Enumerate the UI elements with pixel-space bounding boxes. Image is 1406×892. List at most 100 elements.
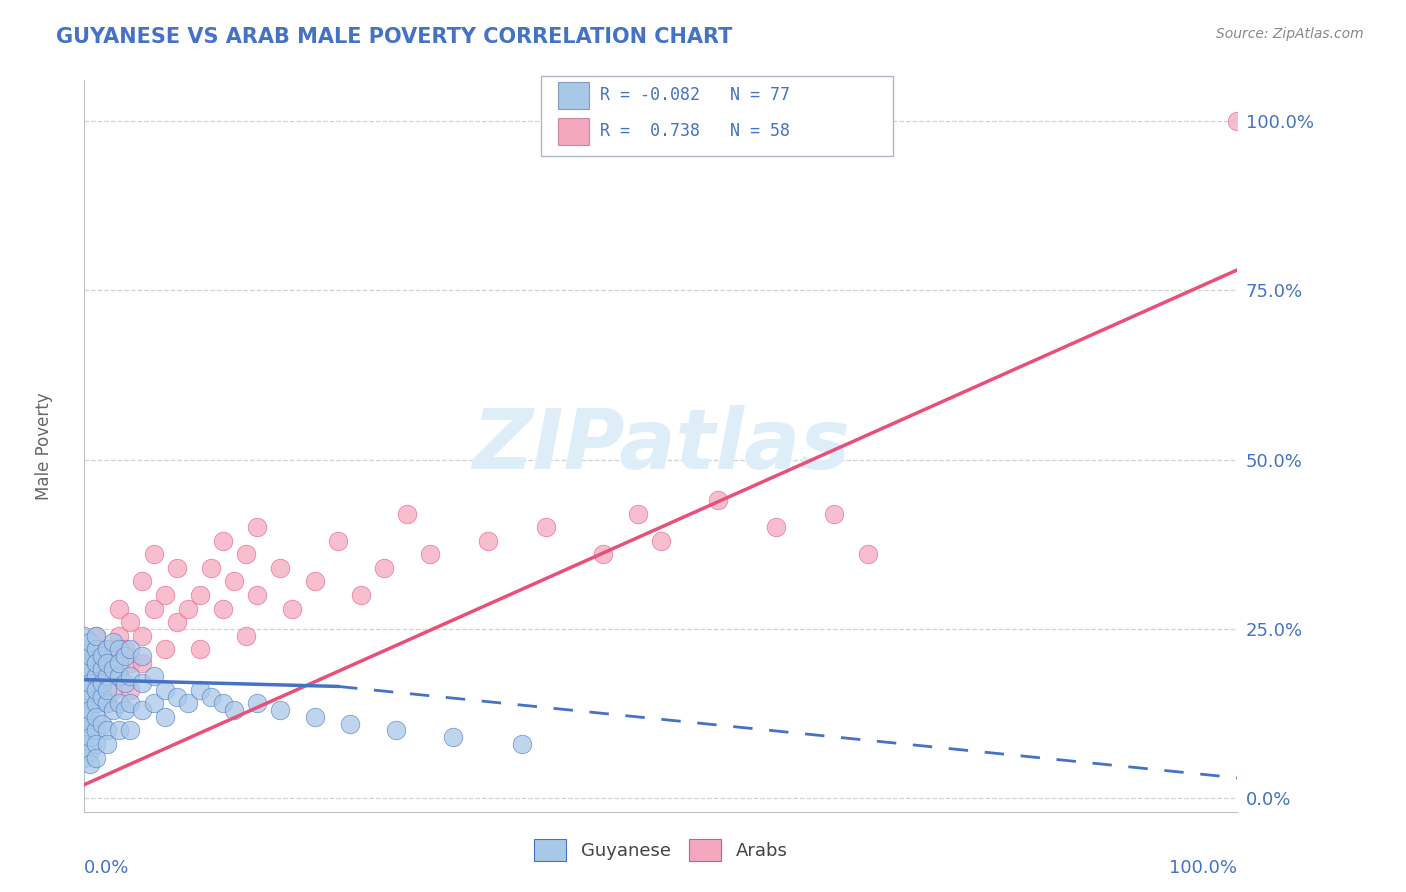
Point [90, 682, 112, 697]
Point [96, 737, 118, 751]
Point [108, 629, 131, 643]
Point [79, 676, 101, 690]
Point [131, 648, 153, 663]
Point [108, 697, 131, 711]
Point [73, 669, 96, 683]
Point [131, 629, 153, 643]
Point [419, 547, 441, 561]
Point [166, 615, 188, 629]
Text: Male Poverty: Male Poverty [35, 392, 53, 500]
Point [142, 547, 165, 561]
Point [84, 682, 107, 697]
Point [90, 642, 112, 657]
Point [224, 574, 246, 589]
Point [79, 635, 101, 649]
Point [108, 723, 131, 738]
Point [108, 642, 131, 657]
Point [120, 642, 142, 657]
Point [131, 656, 153, 670]
Text: R = -0.082   N = 77: R = -0.082 N = 77 [600, 87, 790, 104]
Point [188, 642, 211, 657]
Point [73, 750, 96, 764]
Text: Source: ZipAtlas.com: Source: ZipAtlas.com [1216, 27, 1364, 41]
Point [73, 682, 96, 697]
Point [96, 656, 118, 670]
Point [326, 533, 349, 548]
Point [188, 682, 211, 697]
Point [131, 574, 153, 589]
Point [166, 690, 188, 704]
Point [84, 642, 107, 657]
Point [1226, 114, 1249, 128]
Point [90, 716, 112, 731]
Point [114, 648, 136, 663]
Point [84, 710, 107, 724]
Point [84, 669, 107, 683]
Point [120, 615, 142, 629]
Point [79, 757, 101, 772]
Point [512, 737, 534, 751]
Point [373, 561, 395, 575]
Point [108, 656, 131, 670]
Point [108, 601, 131, 615]
Point [120, 656, 142, 670]
Text: R =  0.738   N = 58: R = 0.738 N = 58 [600, 122, 790, 140]
Point [177, 601, 200, 615]
Point [269, 561, 291, 575]
Point [188, 588, 211, 602]
Point [73, 642, 96, 657]
Point [73, 710, 96, 724]
Point [79, 697, 101, 711]
Point [153, 682, 176, 697]
Point [224, 703, 246, 717]
Point [765, 520, 787, 534]
Point [84, 750, 107, 764]
Legend: Guyanese, Arabs: Guyanese, Arabs [527, 832, 794, 869]
Point [84, 629, 107, 643]
Point [350, 588, 373, 602]
Point [823, 507, 845, 521]
Point [96, 656, 118, 670]
Point [120, 682, 142, 697]
Point [131, 676, 153, 690]
Point [79, 730, 101, 744]
Point [177, 697, 200, 711]
Point [200, 690, 222, 704]
Point [200, 561, 222, 575]
Point [235, 629, 257, 643]
Point [84, 697, 107, 711]
Point [79, 744, 101, 758]
Point [90, 676, 112, 690]
Point [153, 642, 176, 657]
Point [79, 656, 101, 670]
Point [90, 648, 112, 663]
Point [211, 533, 233, 548]
Point [84, 629, 107, 643]
Point [153, 588, 176, 602]
Point [73, 642, 96, 657]
Text: ZIPatlas: ZIPatlas [472, 406, 849, 486]
Point [211, 601, 233, 615]
Point [96, 682, 118, 697]
Point [114, 642, 136, 657]
Point [96, 697, 118, 711]
Point [281, 601, 304, 615]
Point [84, 737, 107, 751]
Point [73, 682, 96, 697]
Point [90, 663, 112, 677]
Point [103, 663, 124, 677]
Point [304, 574, 326, 589]
Point [73, 697, 96, 711]
Point [103, 642, 124, 657]
Point [211, 697, 233, 711]
Point [592, 547, 614, 561]
Point [396, 507, 419, 521]
Point [79, 663, 101, 677]
Point [73, 737, 96, 751]
Point [246, 520, 269, 534]
Point [79, 690, 101, 704]
Point [235, 547, 257, 561]
Point [73, 629, 96, 643]
Point [142, 601, 165, 615]
Point [477, 533, 499, 548]
